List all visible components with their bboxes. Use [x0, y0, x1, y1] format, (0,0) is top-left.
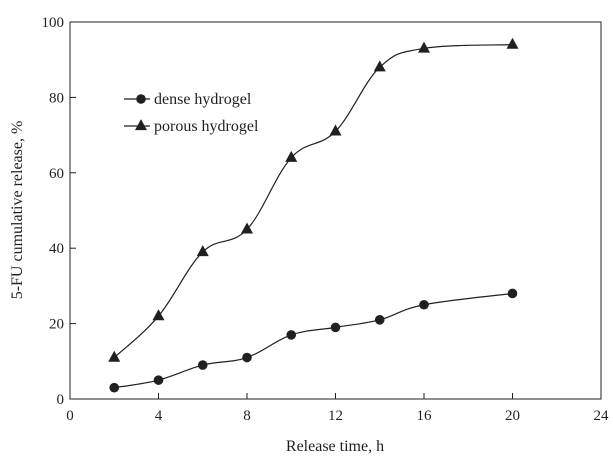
data-point-triangle [373, 60, 386, 72]
data-point-triangle [241, 222, 253, 234]
legend-item: dense hydrogel [124, 91, 252, 108]
data-point-circle [153, 375, 164, 385]
legend-marker-circle [136, 94, 146, 104]
plot-frame [69, 21, 602, 400]
x-tick-label: 20 [505, 408, 520, 424]
data-point-triangle [285, 150, 298, 162]
plot-area [69, 21, 602, 400]
x-axis: 0 4 8 12 16 20 24 [66, 393, 609, 424]
data-point-circle [419, 299, 429, 310]
x-tick-label: 8 [243, 408, 251, 424]
x-axis-title: Release time, h [286, 438, 384, 455]
data-point-circle [242, 352, 252, 363]
x-tick-label: 4 [155, 408, 163, 424]
series-line [114, 292, 513, 389]
series-1 [108, 37, 519, 362]
x-tick-label: 0 [66, 408, 74, 424]
x-tick-label: 24 [594, 408, 610, 424]
legend-label: dense hydrogel [154, 91, 252, 108]
data-point-triangle [329, 124, 342, 136]
y-axis-title: 5-FU cumulative release, % [9, 121, 26, 300]
data-point-circle [197, 360, 208, 370]
legend-marker-triangle [135, 119, 147, 131]
y-tick-label: 0 [57, 392, 65, 408]
data-point-triangle [108, 350, 121, 362]
y-tick-label: 100 [42, 15, 65, 31]
data-point-circle [109, 382, 120, 393]
series-0 [109, 288, 518, 393]
y-tick-label: 20 [49, 317, 64, 333]
series-layer [108, 37, 519, 393]
data-point-triangle [152, 309, 165, 321]
legend-item: porous hydrogel [124, 118, 259, 135]
y-tick-label: 60 [49, 166, 64, 182]
legend-label: porous hydrogel [154, 118, 259, 135]
data-point-circle [286, 330, 297, 340]
y-tick-label: 40 [49, 241, 64, 257]
legend: dense hydrogel porous hydrogel [124, 91, 259, 135]
y-axis: 0 20 40 60 80 100 [42, 15, 76, 408]
data-point-triangle [196, 245, 209, 257]
data-point-triangle [418, 41, 430, 53]
x-tick-label: 16 [417, 408, 433, 424]
x-tick-label: 12 [328, 408, 343, 424]
data-point-triangle [506, 37, 519, 49]
data-point-circle [330, 322, 341, 333]
data-point-circle [507, 288, 518, 299]
y-tick-label: 80 [49, 90, 64, 106]
data-point-circle [374, 315, 385, 325]
